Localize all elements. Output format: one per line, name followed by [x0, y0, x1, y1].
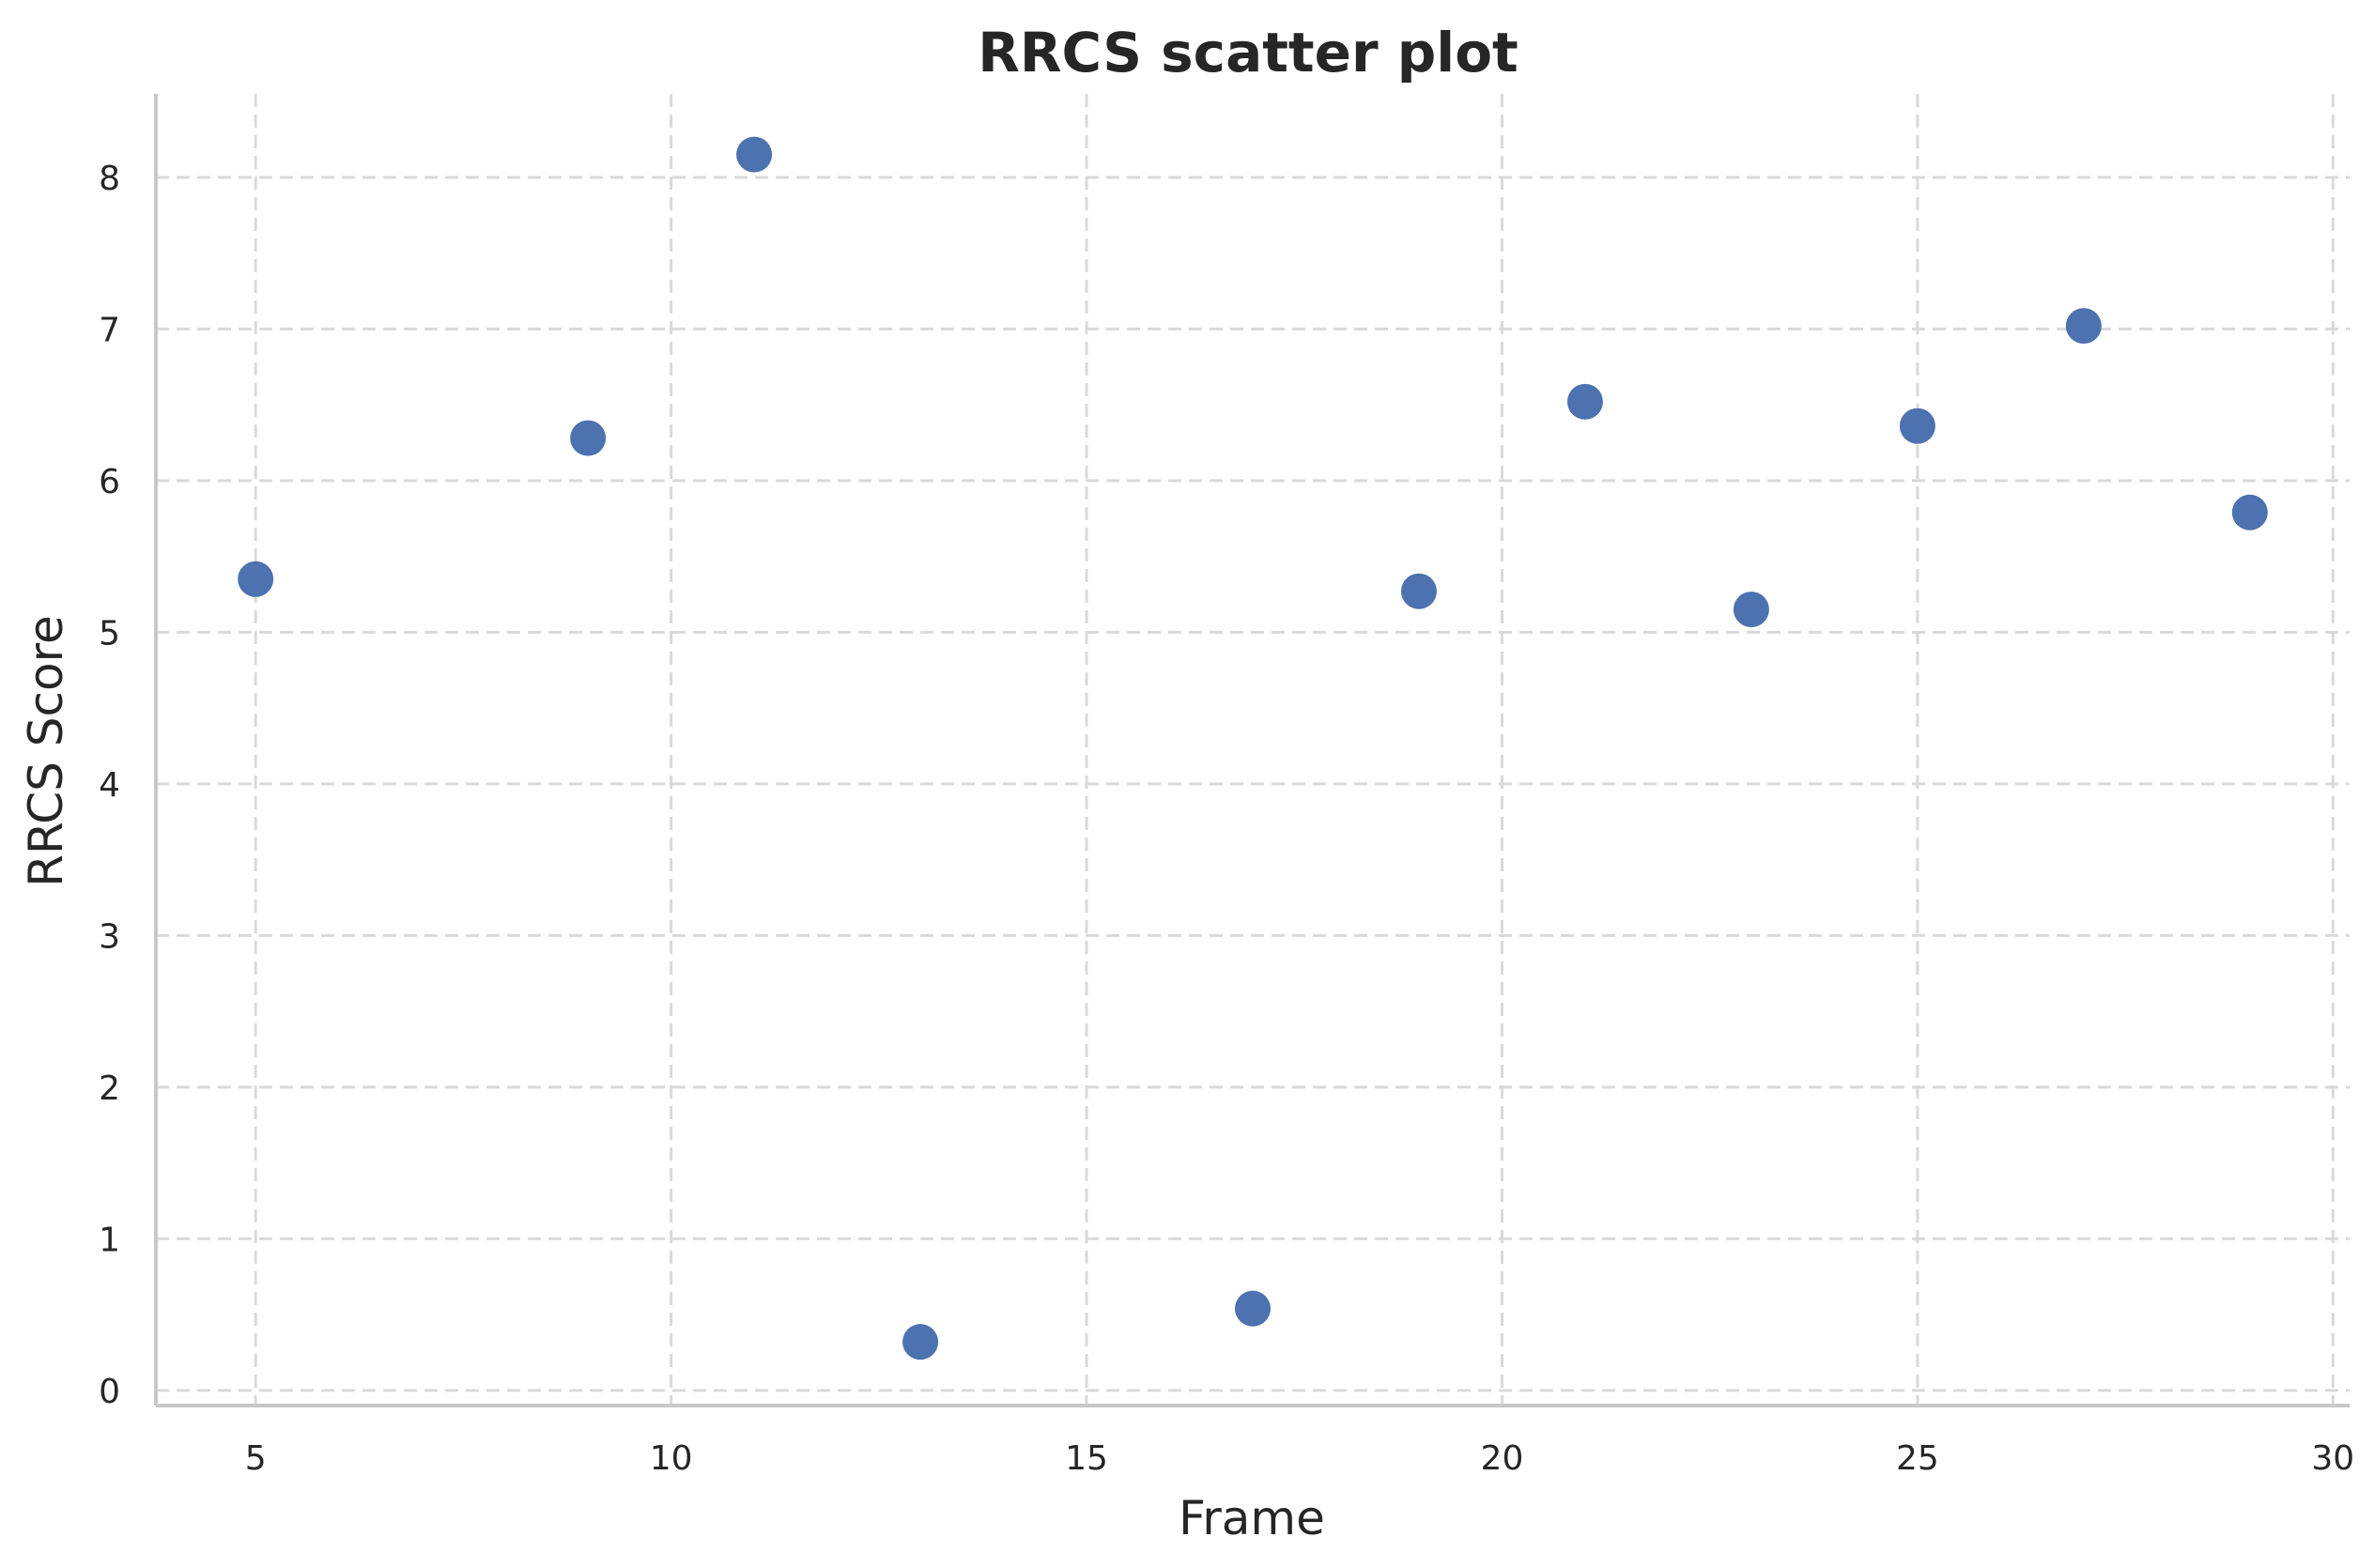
- data-point: [2231, 494, 2268, 530]
- y-tick-label: 6: [99, 463, 120, 501]
- y-tick-label: 5: [99, 614, 120, 653]
- data-point: [570, 420, 607, 456]
- y-tick-label: 4: [99, 766, 120, 805]
- data-point: [1733, 592, 1769, 628]
- x-tick-label: 15: [1065, 1439, 1108, 1478]
- x-tick-label: 20: [1481, 1439, 1524, 1478]
- y-tick-label: 2: [99, 1069, 120, 1108]
- data-point: [238, 561, 274, 597]
- y-axis-label: RRCS Score: [19, 615, 73, 887]
- x-tick-labels: 5 10 15 20 25 30: [245, 1439, 2354, 1478]
- data-point: [902, 1324, 939, 1360]
- axis-spines: [154, 94, 2350, 1407]
- x-tick-label: 30: [2311, 1439, 2354, 1478]
- data-point: [736, 136, 773, 173]
- data-points: [238, 136, 2268, 1360]
- y-tick-label: 7: [99, 311, 120, 349]
- data-point: [1566, 383, 1603, 420]
- data-point: [1899, 407, 1935, 444]
- y-tick-label: 1: [99, 1221, 120, 1259]
- data-point: [1400, 573, 1437, 609]
- chart-title: RRCS scatter plot: [978, 21, 1518, 85]
- data-point: [1235, 1290, 1271, 1327]
- data-point: [2065, 308, 2102, 345]
- grid-lines: [156, 94, 2350, 1406]
- x-tick-label: 5: [245, 1439, 267, 1478]
- y-tick-label: 8: [99, 160, 120, 198]
- y-tick-label: 3: [99, 917, 120, 956]
- y-tick-label: 0: [99, 1373, 120, 1411]
- x-tick-label: 10: [650, 1439, 693, 1478]
- x-tick-label: 25: [1896, 1439, 1939, 1478]
- x-axis-label: Frame: [1179, 1491, 1325, 1545]
- y-tick-labels: 0 1 2 3 4 5 6 7 8: [99, 160, 120, 1411]
